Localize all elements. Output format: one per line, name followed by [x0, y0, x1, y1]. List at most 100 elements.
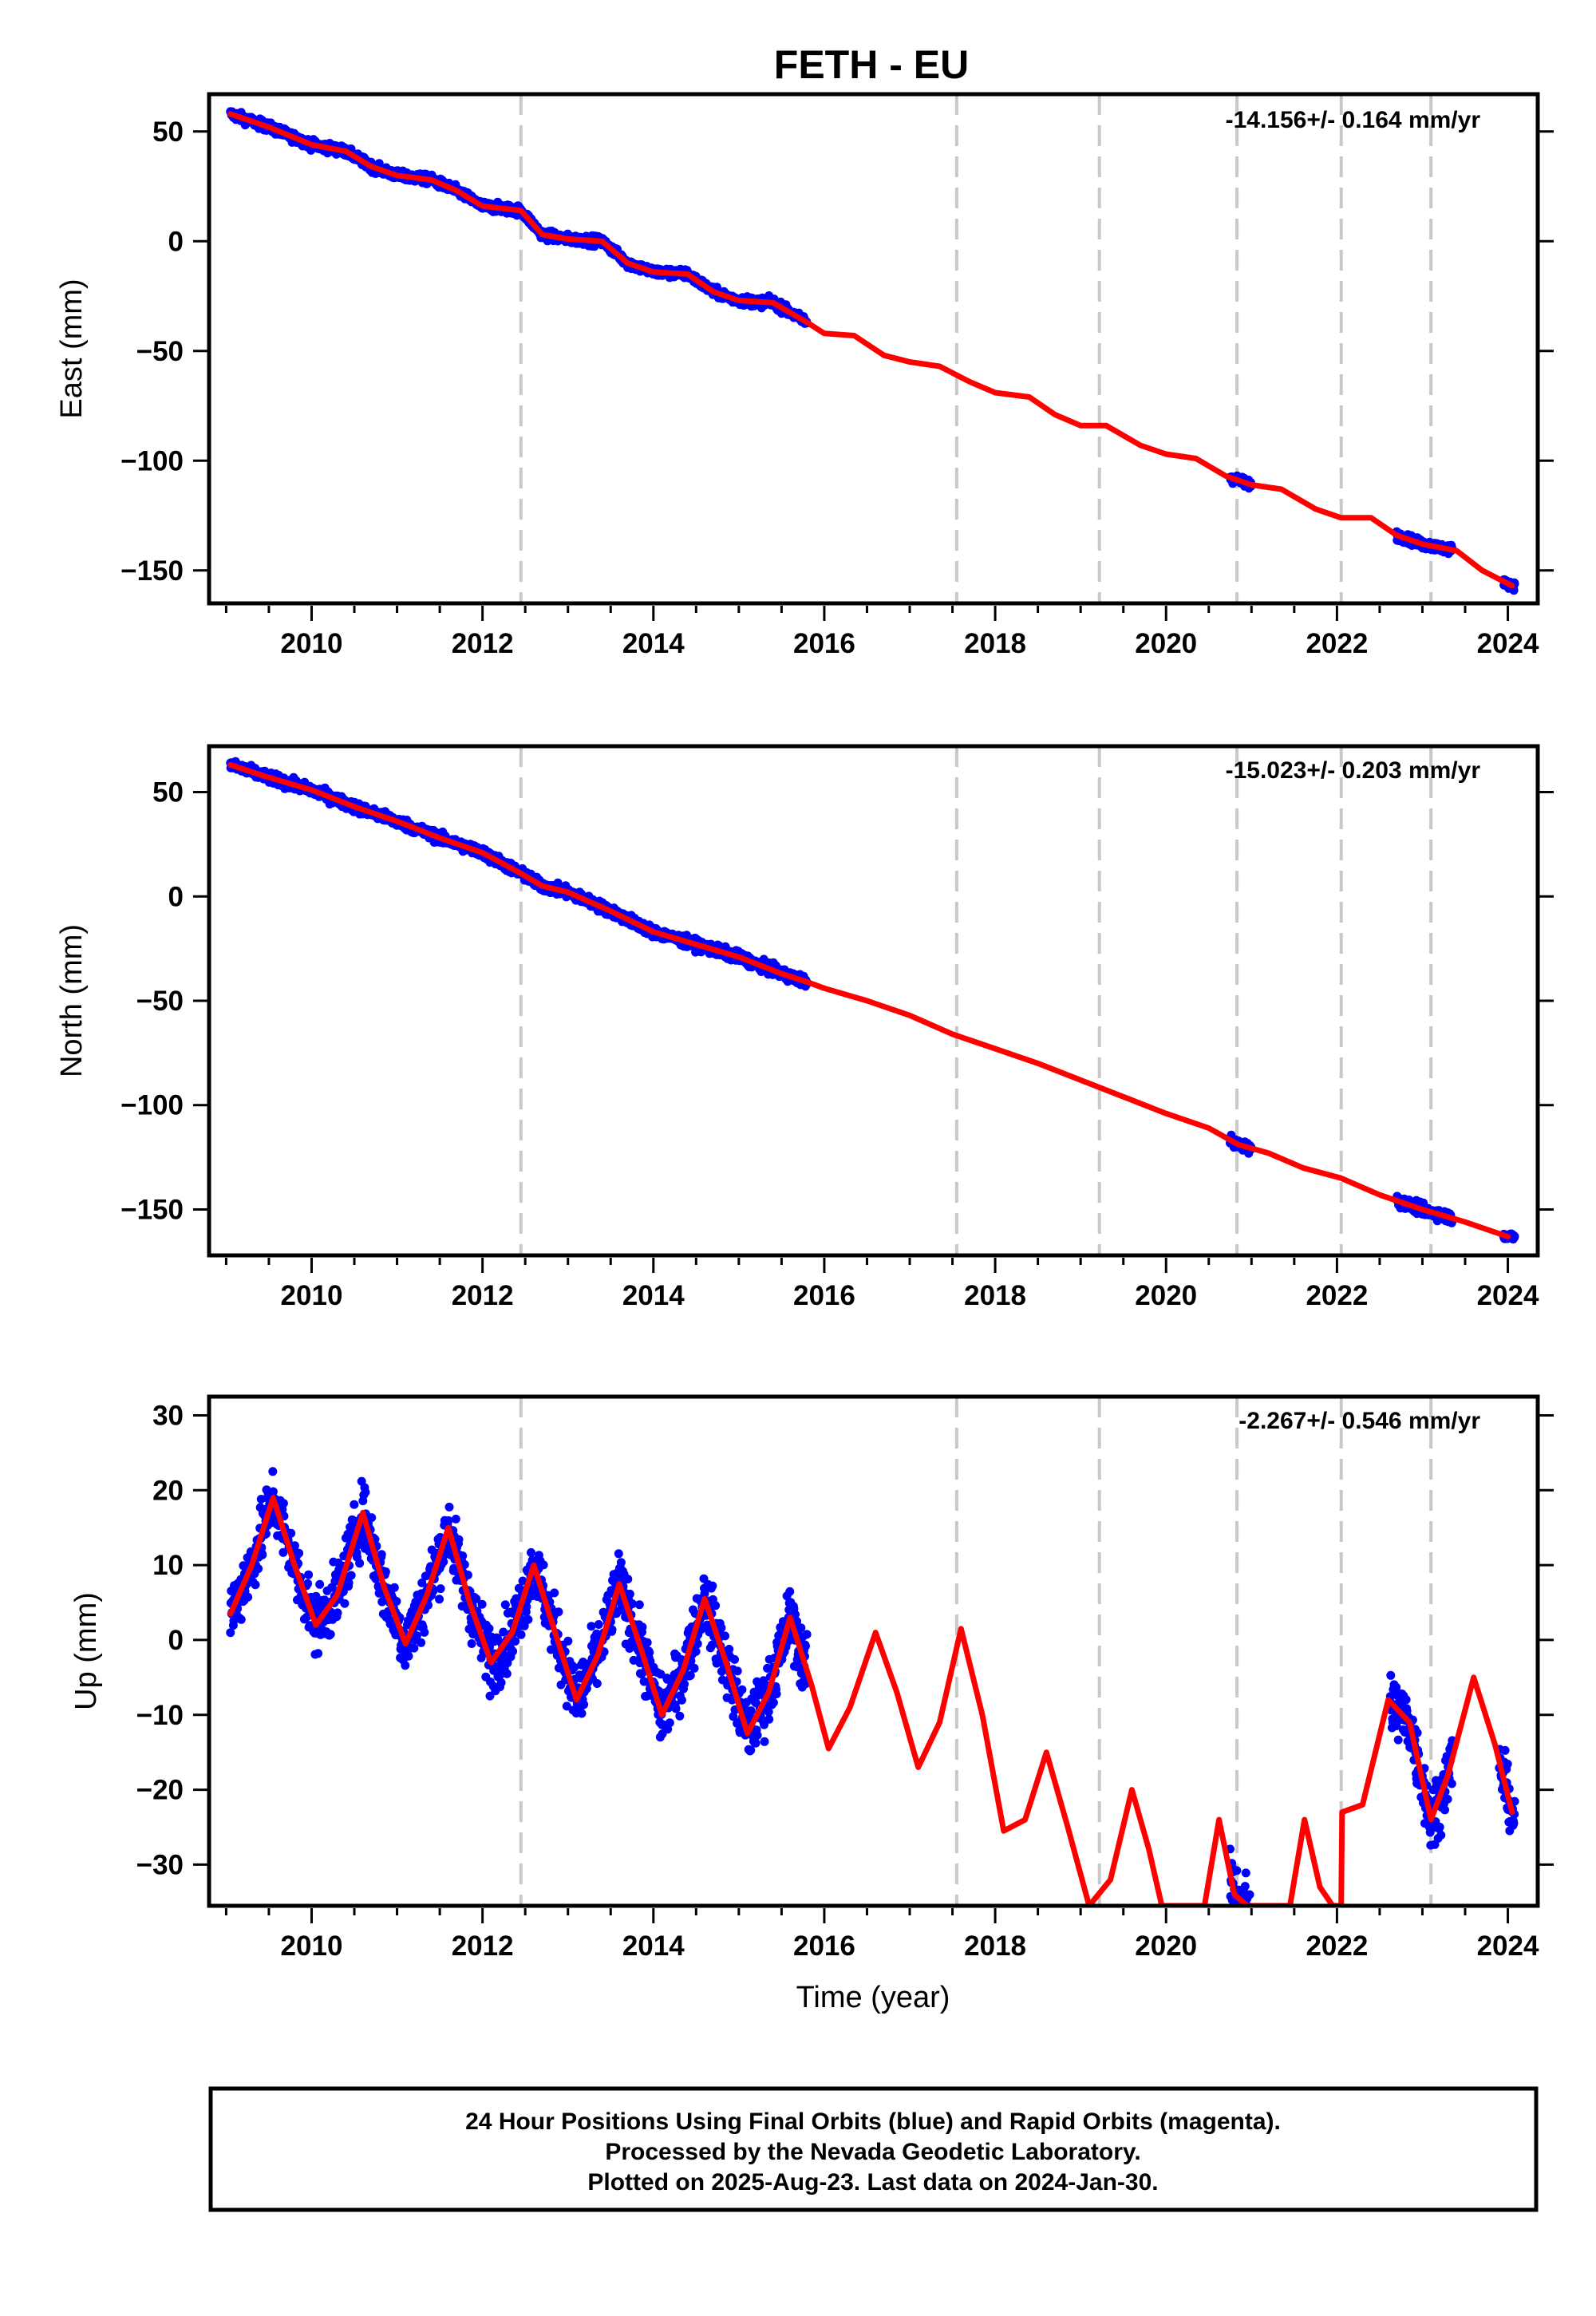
up-data-point — [539, 1560, 548, 1570]
up-data-point — [721, 1631, 729, 1641]
east-panel: 2010 2012 2014 2016 2018 2020 2022 2024500−50−1… — [55, 92, 1554, 659]
up-data-point — [730, 1654, 739, 1664]
north-x-tick-label: 2022 — [1306, 1280, 1368, 1311]
up-data-point — [587, 1622, 596, 1631]
up-data-point — [436, 1584, 445, 1594]
north-x-tick-label: 2024 — [1477, 1280, 1539, 1311]
east-x-tick-label: 2024 — [1477, 628, 1539, 659]
up-data-point — [251, 1580, 260, 1590]
north-panel: 2010 2012 2014 2016 2018 2020 2022 2024500−50−1… — [55, 744, 1554, 1311]
north-x-tick-label: 2012 — [452, 1280, 514, 1311]
east-x-tick-label: 2022 — [1306, 628, 1368, 659]
up-data-point — [516, 1630, 526, 1639]
up-data-point — [392, 1597, 401, 1606]
east-y-tick-label: 0 — [168, 226, 184, 257]
up-data-point — [496, 1678, 506, 1687]
north-y-tick-label: −50 — [136, 986, 184, 1017]
up-data-point — [592, 1679, 602, 1688]
up-data-point — [612, 1609, 622, 1618]
up-data-point — [333, 1608, 342, 1618]
up-data-point — [311, 1591, 321, 1601]
up-data-point — [522, 1602, 531, 1611]
up-data-point — [499, 1627, 508, 1637]
up-data-point — [361, 1488, 370, 1497]
east-model-line — [227, 111, 1515, 589]
up-data-point — [729, 1712, 738, 1721]
east-x-tick-label: 2020 — [1135, 628, 1197, 659]
up-data-point — [523, 1614, 533, 1624]
up-data-point — [258, 1550, 267, 1559]
east-y-axis-label: East (mm) — [55, 279, 89, 418]
north-data-point — [1510, 1231, 1519, 1241]
up-data-point — [711, 1601, 721, 1611]
north-x-tick-label: 2020 — [1135, 1280, 1197, 1311]
north-y-tick-label: 0 — [168, 881, 184, 912]
up-data-point — [577, 1709, 587, 1718]
up-data-point — [671, 1704, 681, 1713]
up-data-point — [554, 1607, 563, 1617]
up-data-point — [508, 1646, 518, 1656]
up-data-point — [451, 1514, 460, 1524]
north-y-tick-label: −100 — [120, 1090, 184, 1121]
up-data-point — [409, 1643, 419, 1653]
up-data-point — [226, 1628, 235, 1638]
up-data-point — [614, 1549, 623, 1559]
east-x-tick-label: 2014 — [622, 628, 685, 659]
up-data-point — [314, 1649, 323, 1658]
up-data-point — [570, 1662, 579, 1672]
up-data-point — [417, 1638, 426, 1647]
up-data-point — [463, 1571, 472, 1579]
up-data-point — [519, 1621, 529, 1630]
east-rate-label: -14.156+/- 0.164 mm/yr — [1226, 107, 1481, 133]
up-data-point — [685, 1670, 695, 1680]
up-data-point — [444, 1502, 454, 1512]
up-data-point — [693, 1639, 702, 1649]
up-data-point — [381, 1567, 390, 1576]
up-data-point — [420, 1627, 429, 1637]
up-data-point — [268, 1487, 278, 1496]
up-data-point — [377, 1550, 386, 1559]
up-data-point — [367, 1513, 377, 1523]
up-data-point — [677, 1695, 686, 1705]
up-data-point — [279, 1547, 288, 1557]
up-data-point — [401, 1661, 410, 1670]
north-y-axis-label: North (mm) — [55, 924, 89, 1077]
north-model-line — [227, 762, 1511, 1239]
up-data-point — [417, 1578, 427, 1587]
up-data-point — [279, 1499, 288, 1508]
up-data-point — [746, 1745, 756, 1755]
up-data-point — [700, 1589, 709, 1599]
up-data-point — [355, 1559, 365, 1568]
up-data-point — [746, 1706, 756, 1716]
up-data-point — [460, 1560, 469, 1569]
up-data-point — [689, 1663, 699, 1673]
up-data-point — [439, 1557, 448, 1567]
east-x-tick-label: 2010 — [281, 628, 343, 659]
east-x-tick-label: 2018 — [964, 628, 1026, 659]
up-data-point — [326, 1630, 335, 1639]
up-data-point — [579, 1700, 589, 1709]
up-data-point — [477, 1599, 487, 1609]
up-data-point — [344, 1578, 354, 1587]
up-data-point — [623, 1575, 633, 1584]
north-x-tick-label: 2018 — [964, 1280, 1026, 1311]
up-data-point — [733, 1666, 742, 1676]
up-data-point — [346, 1571, 356, 1580]
up-data-point — [563, 1636, 573, 1646]
up-data-point — [691, 1646, 701, 1656]
east-plot-frame — [207, 92, 1540, 606]
up-data-point — [389, 1583, 399, 1592]
up-data-point — [594, 1620, 603, 1629]
up-data-point — [511, 1637, 520, 1646]
up-data-point — [502, 1669, 512, 1678]
north-x-tick-label: 2010 — [281, 1280, 343, 1311]
east-y-tick-label: −50 — [136, 336, 184, 367]
up-data-point — [444, 1516, 453, 1525]
up-data-point — [404, 1651, 413, 1661]
up-data-point — [675, 1711, 685, 1721]
up-data-point — [435, 1595, 444, 1604]
north-y-tick-label: −150 — [120, 1194, 184, 1225]
up-data-point — [680, 1679, 689, 1689]
up-data-point — [527, 1547, 535, 1557]
